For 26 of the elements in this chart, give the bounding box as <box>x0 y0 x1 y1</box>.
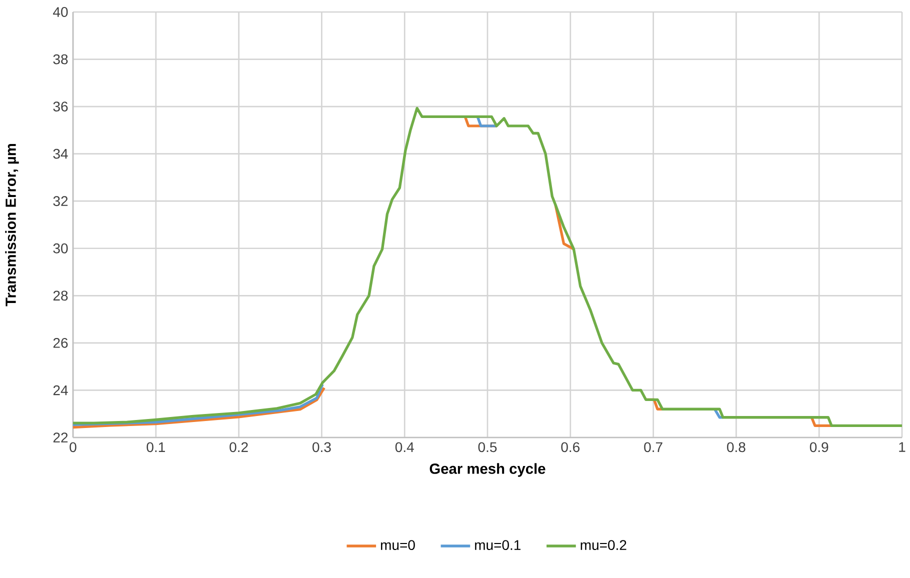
y-tick-label: 32 <box>53 196 68 206</box>
y-tick-label: 22 <box>53 432 68 442</box>
y-tick-label: 30 <box>53 243 68 254</box>
x-tick-label: 0.8 <box>727 442 746 452</box>
x-tick-label: 0 <box>70 442 76 452</box>
y-tick-label: 36 <box>53 102 68 112</box>
legend-label: mu=0.1 <box>475 540 521 550</box>
y-tick-label: 40 <box>53 7 68 17</box>
x-tick-label: 0.7 <box>644 442 662 452</box>
x-tick-label: 0.5 <box>478 442 497 452</box>
y-axis-title: Transmission Error, µm <box>5 144 19 306</box>
x-tick-label: 0.1 <box>146 442 165 452</box>
legend-label: mu=0.2 <box>580 540 626 550</box>
y-tick-label: 26 <box>53 338 68 348</box>
y-tick-label: 34 <box>53 148 68 159</box>
y-tick-label: 24 <box>53 385 68 396</box>
x-axis-title: Gear mesh cycle <box>430 463 546 477</box>
x-tick-label: 0.6 <box>561 442 580 452</box>
x-tick-label: 0.3 <box>312 442 331 452</box>
x-tick-label: 0.9 <box>810 442 828 452</box>
x-tick-label: 0.2 <box>230 442 248 452</box>
x-tick-label: 1 <box>899 442 906 452</box>
x-tick-label: 0.4 <box>395 442 414 452</box>
legend-label: mu=0 <box>380 540 415 550</box>
y-tick-label: 28 <box>53 290 68 301</box>
y-tick-label: 38 <box>53 54 68 64</box>
